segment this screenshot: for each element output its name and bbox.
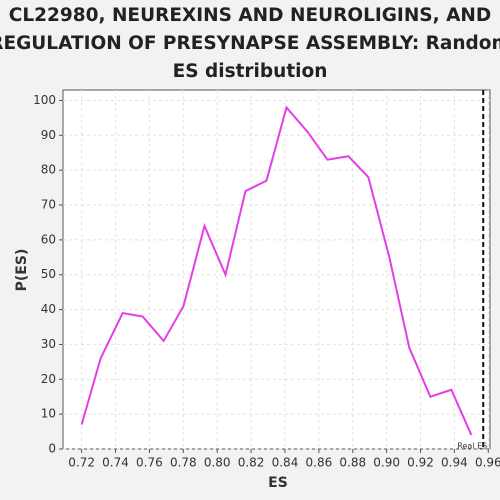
real-es-label: Real ES [457, 442, 487, 451]
x-tick-label: 0.86 [306, 456, 333, 470]
x-tick-label: 0.94 [441, 456, 468, 470]
plot-area [62, 89, 491, 450]
y-tick-label: 100 [33, 93, 56, 107]
x-tick-label: 0.84 [272, 456, 299, 470]
data-line [80, 105, 473, 436]
x-tick-label: 0.90 [373, 456, 400, 470]
x-tick-label: 0.82 [238, 456, 265, 470]
y-tick-label: 30 [41, 337, 56, 351]
x-tick-label: 0.78 [170, 456, 197, 470]
x-tick-label: 0.80 [204, 456, 231, 470]
y-tick-label: 60 [41, 232, 56, 246]
y-tick-label: 80 [41, 163, 56, 177]
x-tick-label: 0.74 [102, 456, 129, 470]
chart-title: CL22980, NEUREXINS AND NEUROLIGINS, AND [9, 5, 492, 26]
x-tick-label: 0.88 [339, 456, 366, 470]
y-tick-label: 0 [48, 442, 56, 456]
chart-title: REGULATION OF PRESYNAPSE ASSEMBLY: Rando… [0, 33, 500, 54]
x-tick-label: 0.76 [136, 456, 163, 470]
x-axis-label: ES [268, 475, 288, 491]
y-tick-label: 70 [41, 198, 56, 212]
y-axis-label: P(ES) [14, 249, 30, 292]
y-tick-label: 40 [41, 302, 56, 316]
y-tick-label: 10 [41, 407, 56, 421]
x-tick-label: 0.96 [475, 456, 500, 470]
y-tick-label: 50 [41, 267, 56, 281]
y-tick-label: 90 [41, 128, 56, 142]
y-tick-label: 20 [41, 372, 56, 386]
x-tick-label: 0.92 [407, 456, 434, 470]
chart-title: ES distribution [173, 61, 328, 82]
x-tick-label: 0.72 [68, 456, 95, 470]
